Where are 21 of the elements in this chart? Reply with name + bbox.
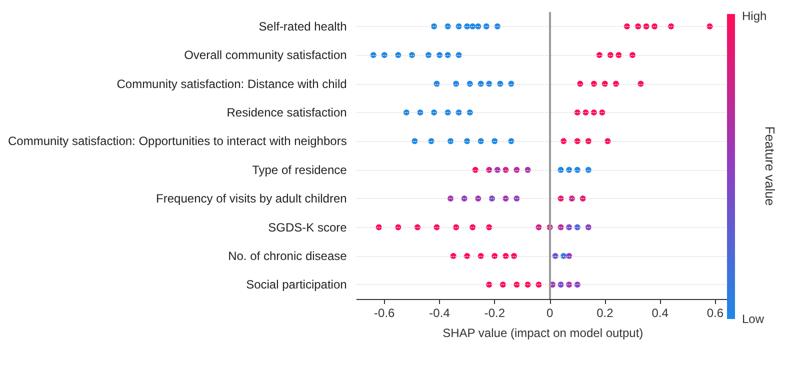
- x-tick-label: 0.6: [706, 306, 724, 320]
- y-tick-label: Community satisfaction: Opportunities to interact with neighbors: [8, 134, 347, 148]
- y-tick-label: Residence satisfaction: [226, 105, 347, 120]
- x-tick-label: 0: [546, 306, 554, 320]
- x-tick-label: -0.6: [374, 306, 396, 320]
- x-axis-title: SHAP value (impact on model output): [442, 326, 644, 340]
- color-bar-title: Feature value: [762, 126, 778, 206]
- y-tick-label: Self-rated health: [258, 19, 347, 34]
- y-tick-label: Type of residence: [252, 162, 348, 177]
- y-tick-label: Frequency of visits by adult children: [156, 192, 347, 206]
- x-tick-label: 0.4: [652, 306, 669, 320]
- y-tick-label: SGDS-K score: [268, 220, 348, 234]
- y-tick-label: Social participation: [246, 278, 347, 292]
- x-tick-label: -0.4: [429, 306, 450, 320]
- y-tick-label: Overall community satisfaction: [184, 48, 347, 62]
- x-tick-label: -0.2: [484, 306, 506, 320]
- text: High: [742, 9, 767, 23]
- y-tick-label: Community satisfaction: Distance with child: [116, 76, 347, 91]
- text: Low: [742, 312, 764, 326]
- y-tick-label: No. of chronic disease: [228, 248, 348, 263]
- x-tick-label: 0.2: [596, 306, 614, 320]
